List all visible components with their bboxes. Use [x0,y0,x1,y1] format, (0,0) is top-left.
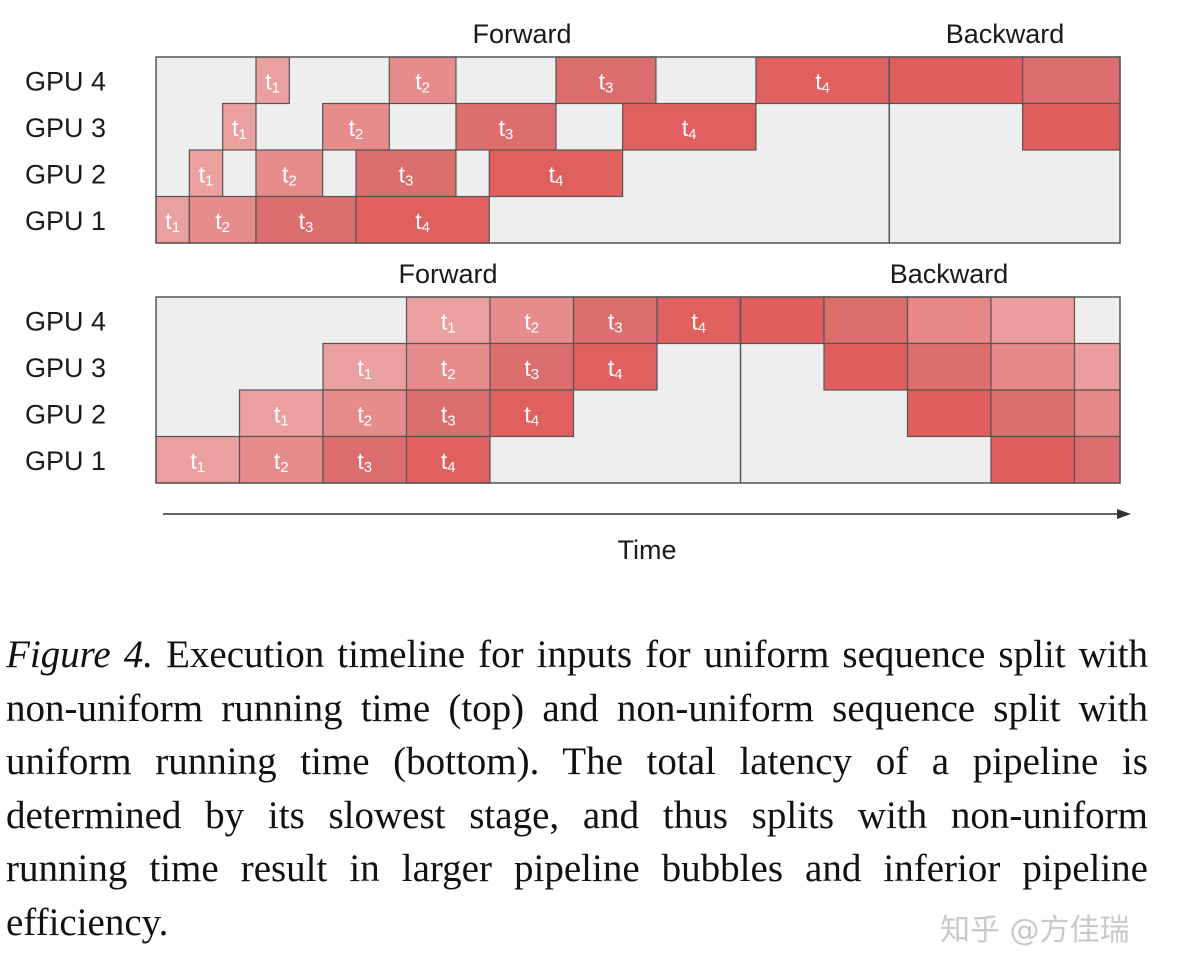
backward-title: Backward [946,19,1065,49]
forward-block [405,389,491,438]
watermark: 知乎 @方佳瑞 [940,913,1130,948]
gpu-row-label: GPU 1 [25,446,106,476]
timeline-border [155,296,1121,484]
backward-block [1073,389,1121,438]
gpu-row-label: GPU 1 [25,206,106,236]
backward-block [1021,102,1121,151]
forward-block [755,56,890,105]
forward-block [489,342,575,391]
backward-block [888,56,1024,105]
backward-block [1021,56,1121,105]
backward-block [823,342,909,391]
forward-block [405,342,491,391]
forward-block [572,296,658,345]
backward-block [990,435,1076,484]
backward-block [990,296,1076,345]
time-axis-arrowhead [1117,509,1131,519]
backward-block [823,296,909,345]
gpu-row-label: GPU 4 [25,306,106,336]
backward-block [1073,342,1121,391]
gpu-row-label: GPU 2 [25,399,106,429]
backward-block [739,296,825,345]
backward-block [990,389,1076,438]
gpu-row-label: GPU 2 [25,159,106,189]
forward-block [222,102,257,151]
backward-block [1073,435,1121,484]
forward-block [155,195,190,244]
forward-block [255,195,357,244]
forward-block [355,149,457,198]
figure-caption-text: Execution timeline for inputs for unifor… [6,633,1148,944]
forward-title: Forward [472,19,571,49]
forward-block [555,56,657,105]
forward-block [405,435,491,484]
forward-block [488,149,624,198]
backward-block [906,389,992,438]
gpu-row-label: GPU 3 [25,113,106,143]
forward-title: Forward [398,259,497,289]
forward-block [255,56,290,105]
figure-caption: Figure 4. Execution timeline for inputs … [6,628,1148,949]
forward-block [622,102,757,151]
backward-block [990,342,1076,391]
backward-title: Backward [890,259,1009,289]
time-axis-label: Time [618,535,677,565]
forward-block [572,342,658,391]
gpu-row-label: GPU 4 [25,66,106,96]
forward-block [489,389,575,438]
figure-caption-prefix: Figure 4. [6,633,154,676]
backward-block [906,296,992,345]
backward-block [906,342,992,391]
timeline-border [155,56,1121,244]
forward-block [388,56,457,105]
time-axis: Time [163,509,1131,565]
gpu-row-label: GPU 3 [25,353,106,383]
forward-block [188,149,224,198]
